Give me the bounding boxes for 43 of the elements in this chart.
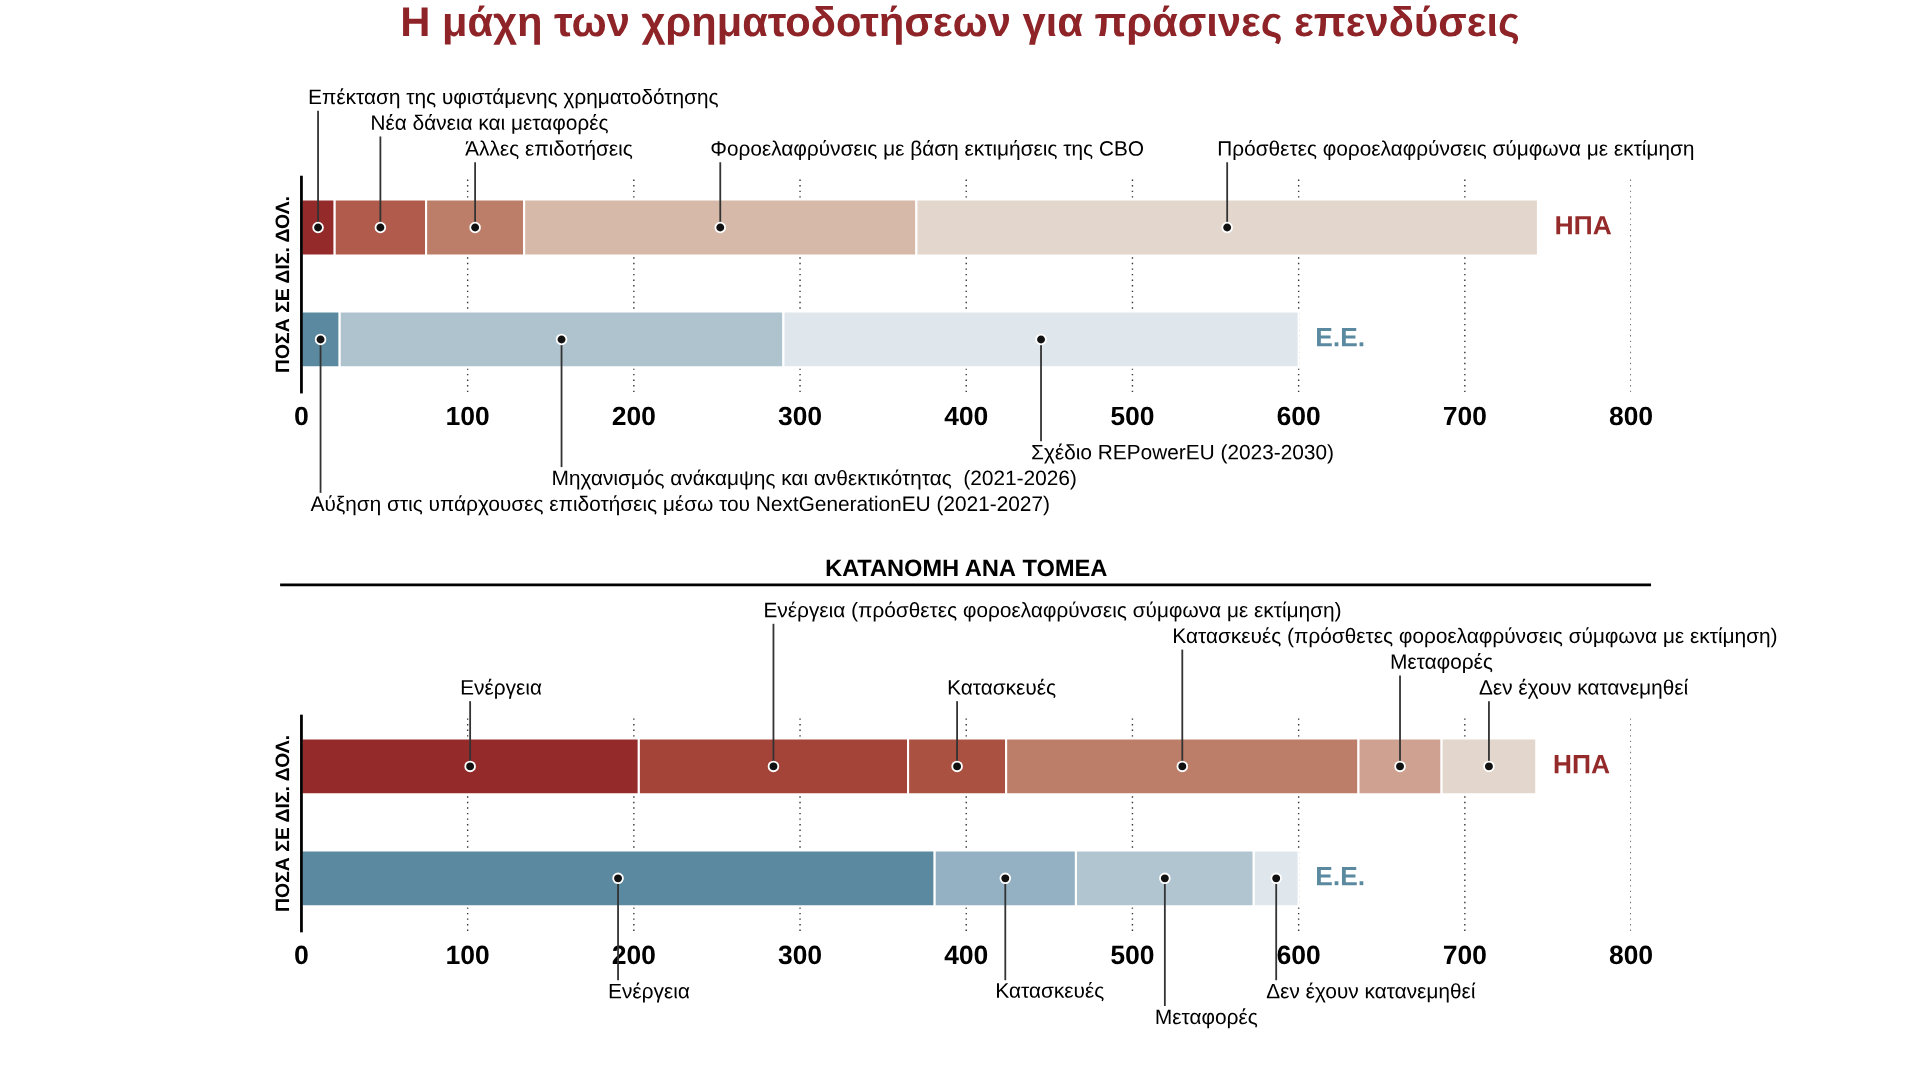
series-label: Φοροελαφρύνσεις με βάση εκτιμήσεις της CBO xyxy=(711,139,1144,160)
x-tick-label: 100 xyxy=(447,406,489,426)
text: Σχέδιο REPowerEU (2023-2030) xyxy=(1032,443,1333,464)
y-tick-label: Ε.Ε. xyxy=(1317,328,1364,347)
series-label: Δεν έχουν κατανεμηθεί xyxy=(1479,678,1689,699)
x-tick-label: 100 xyxy=(447,945,489,965)
series-label: Ενέργεια xyxy=(461,678,542,699)
series-label: Πρόσθετες φοροελαφρύνσεις σύμφωνα με εκτίμηση xyxy=(1218,139,1694,160)
text: Μεταφορές xyxy=(1156,1008,1258,1029)
text: Κατασκευές xyxy=(997,981,1104,1002)
x-tick-label: 300 xyxy=(778,406,821,426)
text: Ενέργεια xyxy=(609,982,690,1003)
text: Ενέργεια (πρόσθετες φοροελαφρύνσεις σύμφωνα με εκτίμηση) xyxy=(765,601,1341,622)
text: Αύξηση στις υπάρχουσες επιδοτήσεις μέσω του NextGenerationEU (2021-2027) xyxy=(310,495,1049,516)
text: Μηχανισμός ανάκαμψης και ανθεκτικότητας (2021-2026) xyxy=(553,469,1076,490)
x-tick-label: 0 xyxy=(295,945,308,965)
x-tick-label: 300 xyxy=(778,945,821,965)
series-label: Κατασκευές xyxy=(948,678,1056,699)
y-tick-label: Ε.Ε. xyxy=(1317,867,1364,886)
text: Δεν έχουν κατανεμηθεί xyxy=(1266,982,1476,1003)
x-tick-label: 0 xyxy=(295,406,308,426)
x-tick-label: 700 xyxy=(1443,406,1486,426)
x-tick-label: 800 xyxy=(1609,945,1652,965)
x-tick-label: 600 xyxy=(1277,945,1320,965)
x-tick-label: 500 xyxy=(1111,406,1154,426)
text: Νέα δάνεια και μεταφορές xyxy=(372,114,608,135)
y-tick-label: ΗΠΑ xyxy=(1556,216,1612,235)
text: Κατασκευές (πρόσθετες φοροελαφρύνσεις σύμφωνα με εκτίμηση) xyxy=(1174,627,1777,648)
chart-title: ΚΑΤΑΝΟΜΗ ΑΝΑ ΤΟΜΕΑ xyxy=(826,559,1107,577)
x-tick-label: 700 xyxy=(1443,945,1486,965)
x-tick-label: 200 xyxy=(612,406,655,426)
y-axis-title: ΠΟΣΑ ΣΕ ΔΙΣ. ΔΟΛ. xyxy=(275,197,290,372)
chart-title: Η μάχη των χρηματοδοτήσεων για πράσινες επενδύσεις xyxy=(403,5,1519,45)
x-tick-label: 400 xyxy=(944,406,988,426)
x-tick-label: 400 xyxy=(944,945,988,965)
x-tick-label: 800 xyxy=(1609,406,1652,426)
text: Επέκταση της υφιστάμενης χρηματοδότησης xyxy=(309,88,718,109)
text: Μεταφορές xyxy=(1391,653,1493,674)
series-label: Άλλες επιδοτήσεις xyxy=(465,139,633,160)
x-tick-label: 600 xyxy=(1277,406,1320,426)
y-axis-title: ΠΟΣΑ ΣΕ ΔΙΣ. ΔΟΛ. xyxy=(275,736,290,911)
y-tick-label: ΗΠΑ xyxy=(1554,755,1610,774)
x-tick-label: 500 xyxy=(1111,945,1154,965)
